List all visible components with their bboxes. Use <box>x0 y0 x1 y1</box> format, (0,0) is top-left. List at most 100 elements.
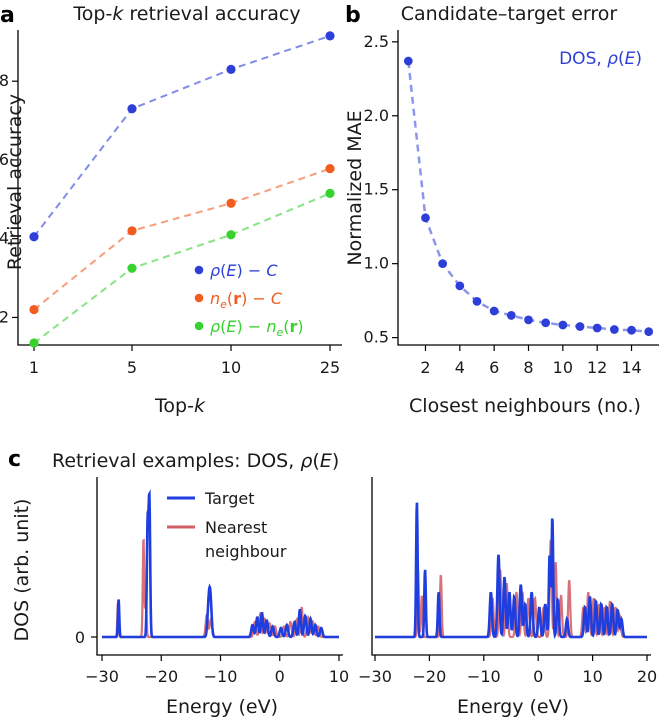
panel-a-xtick-label-1: 5 <box>127 358 137 377</box>
panel-letter-b: b <box>345 3 361 28</box>
panel-a-ytick-label-3: 0.8 <box>0 71 9 90</box>
panel-c-right-xtick-label-3: 0 <box>533 667 543 686</box>
panel-b-point-10 <box>575 322 585 331</box>
panel-c-left-xtick-label-2: −10 <box>204 667 238 686</box>
panel-a-series <box>29 31 335 348</box>
panel-b-point-4 <box>472 296 482 306</box>
panel-c-left-axes <box>96 477 343 656</box>
panel-a-plot: 0.2 0.4 0.6 0.8 1 5 10 25 ρ(E) − C ne(r) − C ρ… <box>0 30 342 377</box>
panel-b-xtick-label-6: 14 <box>621 358 641 377</box>
panel-a-series-0-point-1 <box>127 104 137 114</box>
panel-c-legend: Target Nearest neighbour <box>167 489 287 561</box>
panel-b-point-13 <box>627 325 636 335</box>
panel-c-right-neighbour-line <box>375 539 647 639</box>
panel-a-series-2-point-3 <box>325 188 335 199</box>
panel-a-ytick-label-1: 0.4 <box>0 229 9 248</box>
panel-a-series-0-point-0 <box>29 232 39 242</box>
legend-label-neighbour-line1: Nearest <box>205 518 267 537</box>
legend-label-rho-c: ρ(E) − C <box>210 261 278 280</box>
legend-label-neighbour: Nearest neighbour <box>205 518 287 561</box>
panel-c-left-subplot: −30 −20 −10 0 10 Energy (eV) <box>85 477 349 718</box>
panel-a-axes <box>17 30 342 346</box>
panel-b-point-7 <box>524 315 533 325</box>
panel-a-xtick-label-0: 1 <box>29 358 39 377</box>
panel-c-right-xtick-label-4: 10 <box>582 667 602 686</box>
panel-b-point-0 <box>403 56 413 66</box>
panel-b-ytick-label-0: 0.5 <box>364 328 389 347</box>
panel-c-left-xtick-label-3: 0 <box>275 667 285 686</box>
panel-b-xlabel: Closest neighbours (no.) <box>409 395 641 417</box>
panel-a-ytick-label-0: 0.2 <box>0 307 9 326</box>
legend-label-target: Target <box>204 489 255 508</box>
panel-b-xtick-label-3: 8 <box>523 358 533 377</box>
panel-c-left-xlabel: Energy (eV) <box>166 696 278 718</box>
panel-a-series-1-point-0 <box>29 304 39 315</box>
panel-c-left-target-line <box>102 489 339 639</box>
legend-marker-rho-ne <box>194 321 204 331</box>
panel-a-series-line-2 <box>33 192 331 344</box>
panel-b-series-line <box>407 60 649 333</box>
panel-b-xtick-label-0: 2 <box>420 358 430 377</box>
panel-a-title: Top-k retrieval accuracy <box>72 3 300 25</box>
legend-label-ne-c: ne(r) − C <box>210 289 283 311</box>
panel-b-ytick-label-3: 2.0 <box>364 106 389 125</box>
panel-a-xlabel: Top-k <box>154 395 206 417</box>
panel-c-right-axes <box>371 477 651 656</box>
panel-b-annotation: DOS, ρ(E) <box>559 49 642 69</box>
panel-c-left-x-ticks: −30 −20 −10 0 10 <box>85 655 349 686</box>
panel-c-right-xlabel: Energy (eV) <box>457 696 569 718</box>
panel-b-ytick-label-1: 1.0 <box>364 254 389 273</box>
panel-a-series-0-point-2 <box>226 64 236 74</box>
panel-c-left-xtick-label-0: −30 <box>85 667 119 686</box>
panel-b: b Candidate–target error 0.5 1.0 1.5 2.0 2.5… <box>344 3 659 417</box>
panel-c-left-xtick-label-1: −20 <box>144 667 178 686</box>
panel-a-ylabel-text: Retrieval accuracy <box>4 94 26 270</box>
panel-b-title: Candidate–target error <box>401 3 618 25</box>
panel-a-y-ticks: 0.2 0.4 0.6 0.8 <box>0 71 18 326</box>
panel-b-ytick-label-2: 1.5 <box>364 180 389 199</box>
panel-c-ylabel: DOS (arb. unit) <box>11 499 33 642</box>
panel-b-xtick-label-4: 10 <box>553 358 573 377</box>
panel-a-xtick-label-2: 10 <box>221 358 241 377</box>
panel-a-series-2-point-1 <box>127 263 137 273</box>
panel-a-series-line-0 <box>33 34 331 238</box>
panel-c-left-xtick-label-4: 10 <box>329 667 349 686</box>
panel-a-x-ticks: 1 5 10 25 <box>29 345 340 377</box>
panel-a-series-line-1 <box>33 167 331 311</box>
panel-a-xtick-label-3: 25 <box>320 358 340 377</box>
panel-b-x-ticks: 2 4 6 8 10 12 14 <box>420 345 642 377</box>
panel-b-point-8 <box>541 318 551 328</box>
panel-b-ylabel: Normalized MAE <box>344 110 366 265</box>
panel-c-ytick-0: 0 <box>75 628 85 647</box>
panel-letter-c: c <box>8 447 21 472</box>
panel-a-series-1-point-2 <box>226 198 236 208</box>
panel-b-xtick-label-5: 12 <box>587 358 607 377</box>
panel-a-series-2-point-0 <box>29 338 39 348</box>
panel-a: a Top-k retrieval accuracy 0.2 0.4 0.6 0.8 … <box>0 3 342 417</box>
panel-c-title: Retrieval examples: DOS, ρ(E) <box>52 450 339 472</box>
panel-b-point-2 <box>438 259 448 269</box>
panel-c-right-xtick-label-0: −30 <box>358 667 392 686</box>
panel-c: c Retrieval examples: DOS, ρ(E) DOS (arb… <box>8 447 657 718</box>
panel-b-point-14 <box>644 327 654 337</box>
panel-c-right-x-ticks: −30 −20 −10 0 10 20 <box>358 655 657 686</box>
panel-b-xtick-label-1: 4 <box>455 358 465 377</box>
panel-b-point-12 <box>609 325 619 334</box>
panel-a-series-0-point-3 <box>325 31 335 41</box>
legend-label-neighbour-line2: neighbour <box>205 542 287 561</box>
panel-b-point-9 <box>558 320 568 330</box>
panel-b-y-ticks: 0.5 1.0 1.5 2.0 2.5 <box>364 32 398 347</box>
panel-c-right-subplot: −30 −20 −10 0 10 20 Energy (eV) <box>358 477 657 718</box>
panel-a-legend: ρ(E) − C ne(r) − C ρ(E) − ne(r) <box>194 261 304 339</box>
legend-label-rho-ne: ρ(E) − ne(r) <box>210 317 304 339</box>
panel-a-series-1-point-3 <box>325 164 335 174</box>
panel-letter-a: a <box>0 3 15 28</box>
panel-b-ytick-label-4: 2.5 <box>364 32 389 51</box>
panel-b-point-6 <box>506 311 516 320</box>
panel-c-right-target-line <box>375 502 647 640</box>
panel-b-point-5 <box>489 306 499 316</box>
panel-b-point-3 <box>455 281 465 291</box>
panel-a-series-2-point-2 <box>226 230 236 240</box>
panel-c-right-xtick-label-1: −20 <box>413 667 447 686</box>
